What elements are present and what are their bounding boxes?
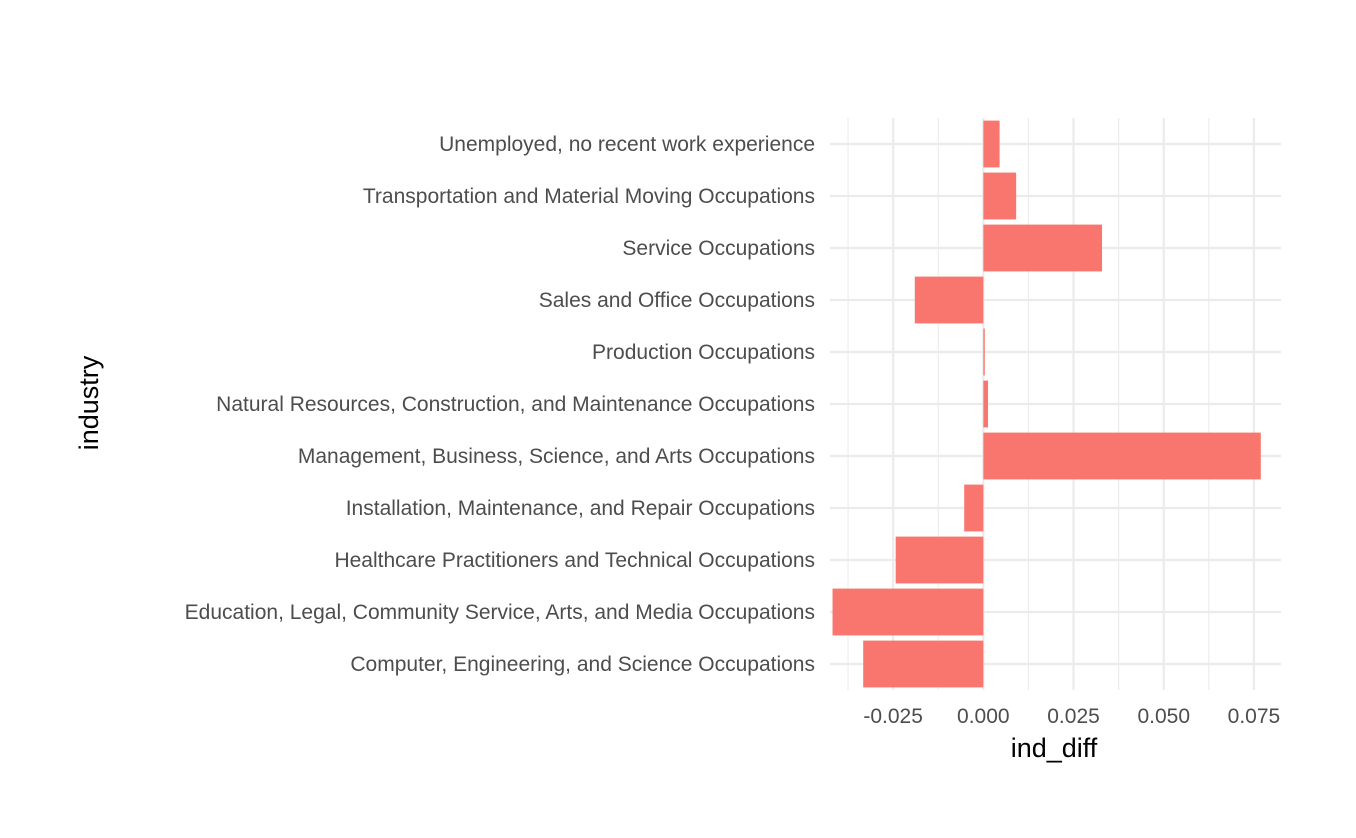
- bar: [983, 172, 1017, 220]
- bar: [983, 432, 1261, 480]
- y-axis-title: industry: [74, 355, 104, 450]
- x-tick-label: 0.075: [1228, 705, 1281, 728]
- y-tick-label: Management, Business, Science, and Arts …: [298, 445, 815, 468]
- y-tick-label: Healthcare Practitioners and Technical O…: [334, 549, 815, 572]
- y-tick-label: Computer, Engineering, and Science Occup…: [350, 653, 815, 676]
- y-tick-label: Transportation and Material Moving Occup…: [363, 185, 815, 208]
- x-tick-label: -0.025: [863, 705, 923, 728]
- bar: [832, 588, 984, 636]
- y-tick-label: Natural Resources, Construction, and Mai…: [216, 393, 815, 416]
- y-tick-labels: Computer, Engineering, and Science Occup…: [185, 133, 815, 676]
- x-tick-label: 0.000: [957, 705, 1010, 728]
- y-tick-label: Service Occupations: [622, 237, 815, 260]
- bar: [964, 484, 984, 532]
- y-tick-label: Sales and Office Occupations: [539, 289, 815, 312]
- y-tick-label: Installation, Maintenance, and Repair Oc…: [346, 497, 815, 520]
- x-tick-labels: -0.025 0.000 0.025 0.050 0.075: [863, 705, 1280, 728]
- bars: [832, 120, 1261, 688]
- bar: [983, 120, 1000, 168]
- y-tick-label: Unemployed, no recent work experience: [439, 133, 815, 156]
- bar: [863, 640, 984, 688]
- bar: [983, 328, 985, 376]
- x-tick-label: 0.050: [1137, 705, 1190, 728]
- bar: [983, 380, 989, 428]
- y-tick-label: Production Occupations: [592, 341, 815, 364]
- x-tick-label: 0.025: [1047, 705, 1100, 728]
- bar: [914, 276, 984, 324]
- y-tick-label: Education, Legal, Community Service, Art…: [185, 601, 815, 624]
- x-axis-title: ind_diff: [1011, 733, 1098, 763]
- bar: [895, 536, 984, 584]
- bar: [983, 224, 1103, 272]
